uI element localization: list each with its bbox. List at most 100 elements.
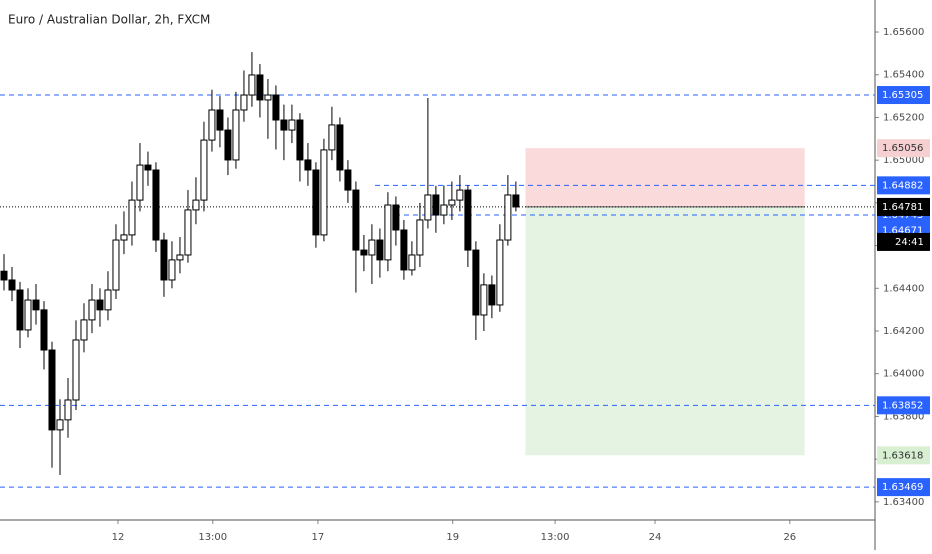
candle-body <box>424 194 432 221</box>
candle-body <box>456 189 464 201</box>
price-label-bg <box>877 197 930 216</box>
countdown: 24:41 <box>895 237 924 248</box>
candle-body <box>160 239 168 281</box>
price-label-bg <box>877 396 930 415</box>
candle-body <box>24 299 32 331</box>
candle-body <box>384 204 392 261</box>
candle-body <box>248 74 256 96</box>
x-tick-label: 13:00 <box>198 532 227 543</box>
y-tick-label: 1.65000 <box>883 155 924 166</box>
candle-body <box>176 254 184 261</box>
candle-body <box>136 164 144 201</box>
price-label: 1.65305 <box>882 90 923 101</box>
y-tick-label: 1.64200 <box>883 326 924 337</box>
candle-body <box>352 189 360 251</box>
candle-body <box>440 204 448 216</box>
price-label: 1.65056 <box>882 143 923 154</box>
candle-body <box>224 129 232 161</box>
candle-body <box>392 204 400 231</box>
price-label-bg <box>877 478 930 497</box>
candle-body <box>104 289 112 311</box>
y-tick-label: 1.64000 <box>883 369 924 380</box>
x-tick-label: 12 <box>112 532 125 543</box>
candle-body <box>120 234 128 241</box>
candle-body <box>168 259 176 281</box>
candle-body <box>152 169 160 241</box>
candle-body <box>48 349 56 431</box>
countdown-bg <box>877 232 930 251</box>
candle-body <box>288 119 296 131</box>
candle-body <box>96 299 104 311</box>
candle-body <box>80 319 88 341</box>
candle-body <box>336 124 344 171</box>
y-tick-label: 1.65400 <box>883 70 924 81</box>
candle-body <box>344 169 352 191</box>
candle-body <box>368 239 376 256</box>
candle-body <box>504 194 512 241</box>
price-label-bg <box>877 176 930 195</box>
candle-body <box>448 199 456 206</box>
y-tick-label: 1.64400 <box>883 283 924 294</box>
candle-body <box>320 149 328 236</box>
candle-body <box>480 284 488 316</box>
candle-body <box>216 109 224 131</box>
candle-body <box>488 284 496 306</box>
x-tick-label: 17 <box>312 532 325 543</box>
candle-body <box>360 249 368 256</box>
candle-body <box>128 199 136 236</box>
stop-zone <box>525 148 805 207</box>
candle-body <box>432 194 440 216</box>
candle-body <box>112 239 120 291</box>
y-tick-label: 1.65200 <box>883 112 924 123</box>
candle-body <box>256 74 264 101</box>
target-zone <box>525 206 805 456</box>
y-tick-label: 1.63800 <box>883 411 924 422</box>
x-tick-label: 26 <box>783 532 796 543</box>
candle-body <box>192 199 200 211</box>
price-label: 1.64882 <box>882 180 923 191</box>
candle-body <box>376 239 384 261</box>
candle-body <box>240 94 248 111</box>
candle-body <box>8 279 16 291</box>
x-tick-label: 24 <box>649 532 662 543</box>
price-label-bg <box>877 139 930 158</box>
candle-body <box>208 109 216 141</box>
candle-body <box>304 159 312 171</box>
candle-body <box>72 339 80 401</box>
candle-body <box>64 399 72 421</box>
price-label: 1.63618 <box>882 450 923 461</box>
x-tick-label: 13:00 <box>541 532 570 543</box>
candle-body <box>416 219 424 256</box>
candle-body <box>264 94 272 101</box>
candle-body <box>88 299 96 321</box>
candle-body <box>16 289 24 331</box>
candle-body <box>280 119 288 131</box>
candle-body <box>496 239 504 306</box>
price-label-bg <box>877 86 930 105</box>
price-label-bg <box>877 446 930 465</box>
candle-body <box>464 189 472 251</box>
candle-body <box>272 94 280 121</box>
price-label: 1.63469 <box>882 482 923 493</box>
y-tick-label: 1.63400 <box>883 497 924 508</box>
candle-body <box>328 124 336 151</box>
x-tick-label: 19 <box>446 532 459 543</box>
candle-body <box>144 164 152 171</box>
candle-body <box>32 299 40 311</box>
candle-body <box>408 254 416 271</box>
price-label: 1.64671 <box>882 225 923 236</box>
candle-body <box>472 249 480 316</box>
price-label: 1.63852 <box>882 400 923 411</box>
candle-body <box>56 419 64 431</box>
candle-body <box>312 169 320 236</box>
y-tick-label: 1.65600 <box>883 27 924 38</box>
price-label: 1.64781 <box>882 202 923 213</box>
candle-body <box>512 194 520 208</box>
candle-body <box>232 109 240 161</box>
chart-title: Euro / Australian Dollar, 2h, FXCM <box>8 13 210 27</box>
candle-body <box>0 270 8 281</box>
candle-body <box>200 139 208 201</box>
candle-body <box>296 119 304 161</box>
